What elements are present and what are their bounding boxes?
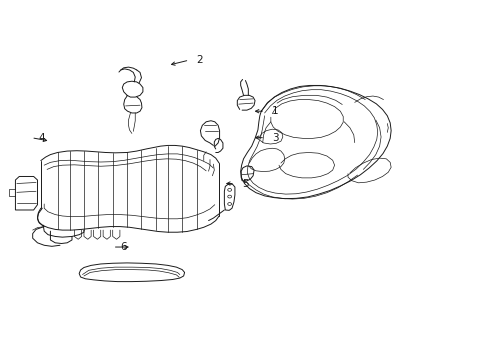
Text: 4: 4 — [39, 133, 45, 143]
Text: 1: 1 — [272, 106, 278, 116]
Text: 2: 2 — [196, 55, 203, 65]
Text: 3: 3 — [272, 133, 278, 143]
Text: 5: 5 — [242, 179, 248, 189]
Text: 6: 6 — [120, 242, 126, 252]
